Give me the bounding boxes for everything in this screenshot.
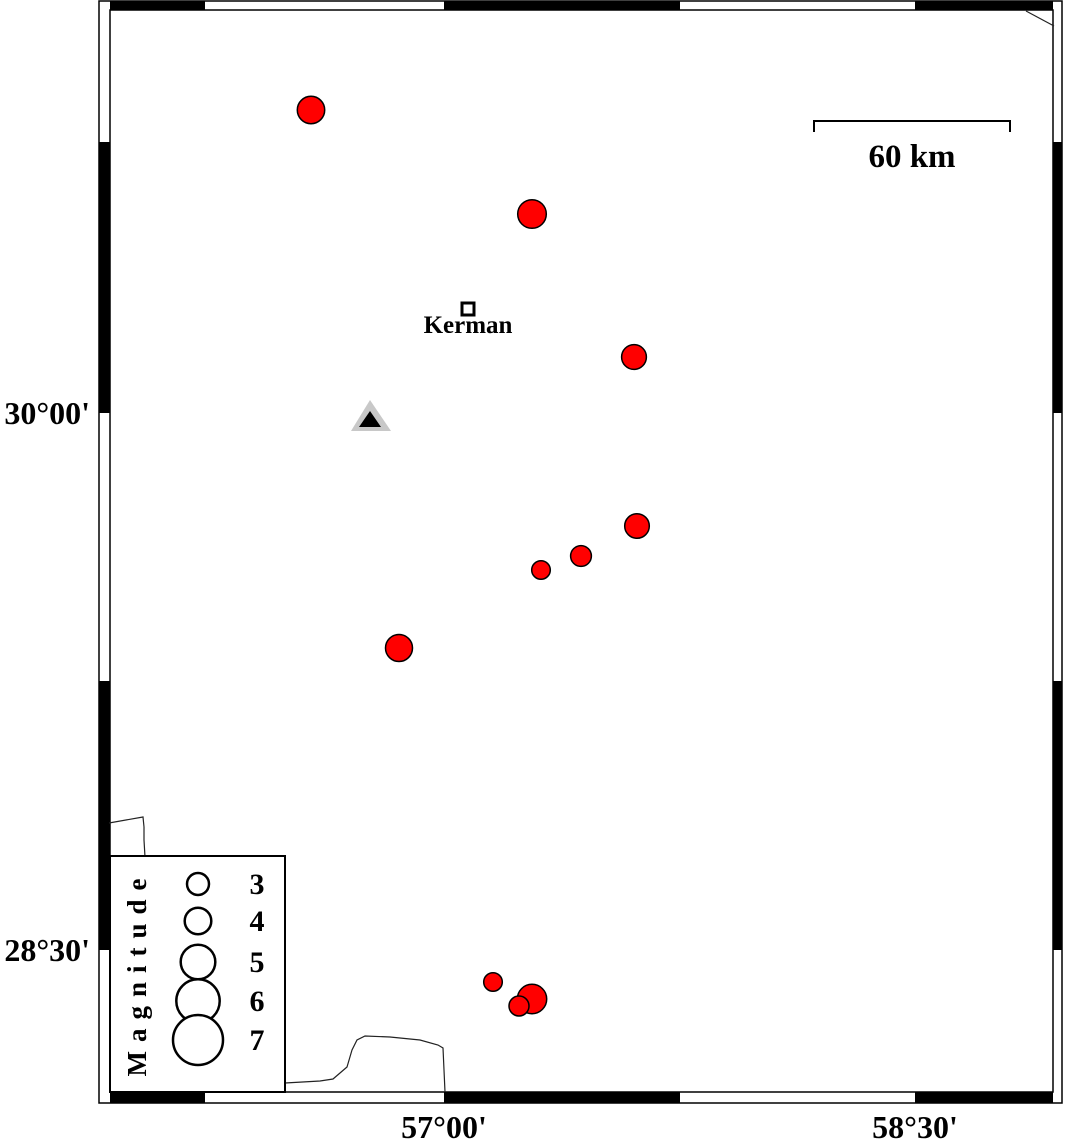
epicenter-circle — [620, 343, 648, 371]
frame-inner — [109, 9, 1054, 1093]
epicenter-circle — [516, 198, 548, 230]
frame-tick-right — [1053, 142, 1062, 413]
frame-tick-right — [1053, 681, 1062, 950]
legend-magnitude-circle — [171, 1013, 225, 1067]
scalebar-label: 60 km — [868, 139, 955, 175]
border-line-top-right-corner — [1025, 10, 1055, 27]
epicenter-circle — [296, 95, 326, 125]
legend-magnitude-value: 7 — [250, 1024, 265, 1057]
frame-tick-left — [99, 681, 110, 950]
epicenter-circle — [569, 544, 593, 568]
epicenter-circle — [482, 971, 504, 993]
legend-title: Magnitude — [122, 869, 152, 1076]
border-line-bottom — [284, 1035, 446, 1093]
station-triangle-inner-icon — [359, 411, 381, 427]
scalebar-bracket — [813, 120, 1011, 132]
axis-label-longitude: 57°00' — [401, 1109, 487, 1141]
frame-tick-bottom — [915, 1092, 1053, 1103]
axis-label-longitude: 58°30' — [872, 1109, 958, 1141]
epicenter-circle — [384, 633, 414, 663]
city-square-icon — [460, 301, 476, 317]
legend-magnitude-value: 4 — [250, 905, 265, 938]
legend-magnitude-circle — [179, 943, 217, 981]
epicenter-circle — [530, 559, 552, 581]
legend-magnitude-value: 6 — [250, 985, 265, 1018]
legend-magnitude-value: 3 — [250, 868, 265, 901]
frame-tick-left — [99, 142, 110, 413]
frame-tick-bottom — [110, 1092, 205, 1103]
legend-magnitude-circle — [185, 871, 211, 897]
frame-tick-top — [444, 1, 680, 10]
frame-tick-bottom — [444, 1092, 680, 1103]
epicenter-circle — [623, 512, 651, 540]
axis-label-latitude: 28°30' — [4, 932, 90, 968]
legend-magnitude-value: 5 — [250, 946, 265, 979]
legend-magnitude-circle — [183, 906, 213, 936]
epicenter-circle — [508, 995, 530, 1017]
frame-tick-top — [110, 1, 205, 10]
frame-tick-top — [915, 1, 1053, 10]
axis-label-latitude: 30°00' — [4, 395, 90, 431]
city-label: Kerman — [424, 312, 513, 339]
border-line-upper-left — [108, 816, 146, 858]
